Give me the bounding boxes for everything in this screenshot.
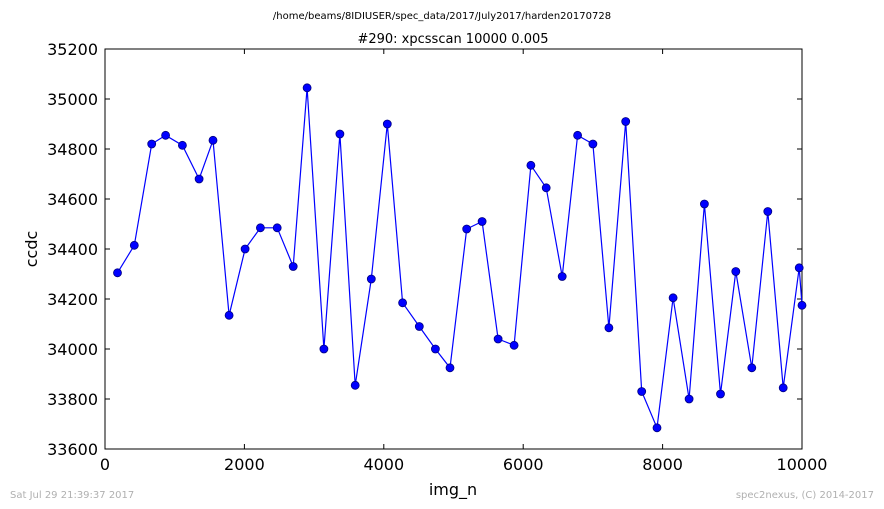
data-point <box>147 139 157 149</box>
data-point <box>272 223 282 233</box>
data-point <box>288 262 298 271</box>
data-point <box>240 244 250 254</box>
data-point <box>684 394 694 404</box>
data-point <box>637 387 647 396</box>
data-point <box>588 139 598 149</box>
data-point <box>794 263 804 273</box>
data-point <box>129 240 139 250</box>
y-tick-label: 34600 <box>47 190 98 209</box>
chart-title: #290: xpcsscan 10000 0.005 <box>357 32 548 47</box>
data-point <box>731 267 741 276</box>
data-point <box>177 140 187 150</box>
x-axis-label: img_n <box>429 480 477 500</box>
data-point <box>509 340 519 350</box>
footer-credit: spec2nexus, (C) 2014-2017 <box>736 490 874 501</box>
x-tick-label: 4000 <box>363 455 404 474</box>
data-point <box>747 363 757 373</box>
footer-timestamp: Sat Jul 29 21:39:37 2017 <box>10 490 134 501</box>
data-point <box>398 298 408 308</box>
data-point <box>778 383 788 393</box>
data-point <box>445 363 455 373</box>
data-point <box>319 344 329 354</box>
data-point <box>621 117 631 126</box>
data-point <box>208 135 218 145</box>
y-tick-label: 34800 <box>47 140 98 159</box>
data-point <box>366 274 376 284</box>
data-point <box>113 268 122 278</box>
data-point <box>493 334 503 344</box>
data-point <box>255 223 265 233</box>
data-point <box>541 183 551 193</box>
x-tick-label: 2000 <box>224 455 265 474</box>
data-point <box>477 217 487 226</box>
y-tick-label: 34200 <box>47 290 98 309</box>
data-point <box>526 160 536 170</box>
y-tick-label: 33800 <box>47 390 98 409</box>
data-point <box>335 129 345 139</box>
x-tick-label: 0 <box>100 455 110 474</box>
y-tick-label: 33600 <box>47 440 98 459</box>
x-tick-label: 6000 <box>503 455 544 474</box>
data-point <box>350 380 360 390</box>
y-axis-label: ccdc <box>22 231 41 268</box>
data-point <box>194 174 204 184</box>
data-point <box>652 423 662 433</box>
file-path-suptitle: /home/beams/8IDIUSER/spec_data/2017/July… <box>273 11 611 22</box>
y-tick-label: 35000 <box>47 90 98 109</box>
data-point <box>797 300 807 310</box>
data-point <box>668 293 678 303</box>
data-point <box>716 389 725 399</box>
data-point <box>224 310 234 320</box>
y-tick-label: 34400 <box>47 240 98 259</box>
x-tick-label: 8000 <box>642 455 683 474</box>
data-point <box>462 224 472 234</box>
y-tick-label: 34000 <box>47 340 98 359</box>
plot-frame <box>104 48 803 450</box>
y-tick-label: 35200 <box>47 40 98 59</box>
data-point <box>557 272 567 281</box>
data-point <box>430 344 440 354</box>
plot-area <box>104 48 803 450</box>
data-point <box>382 119 392 129</box>
data-point <box>763 207 773 216</box>
y-axis: 33600 33800 34000 34200 34400 34600 34800 35000… <box>47 40 802 459</box>
data-point <box>302 83 312 93</box>
data-point <box>414 322 424 331</box>
data-point <box>573 130 582 140</box>
x-tick-label: 10000 <box>777 455 828 474</box>
x-axis: 0 2000 4000 6000 8000 10000 <box>100 49 828 474</box>
data-point <box>604 323 614 333</box>
series-layer <box>113 83 807 433</box>
data-point <box>700 199 709 209</box>
data-point <box>161 130 171 140</box>
